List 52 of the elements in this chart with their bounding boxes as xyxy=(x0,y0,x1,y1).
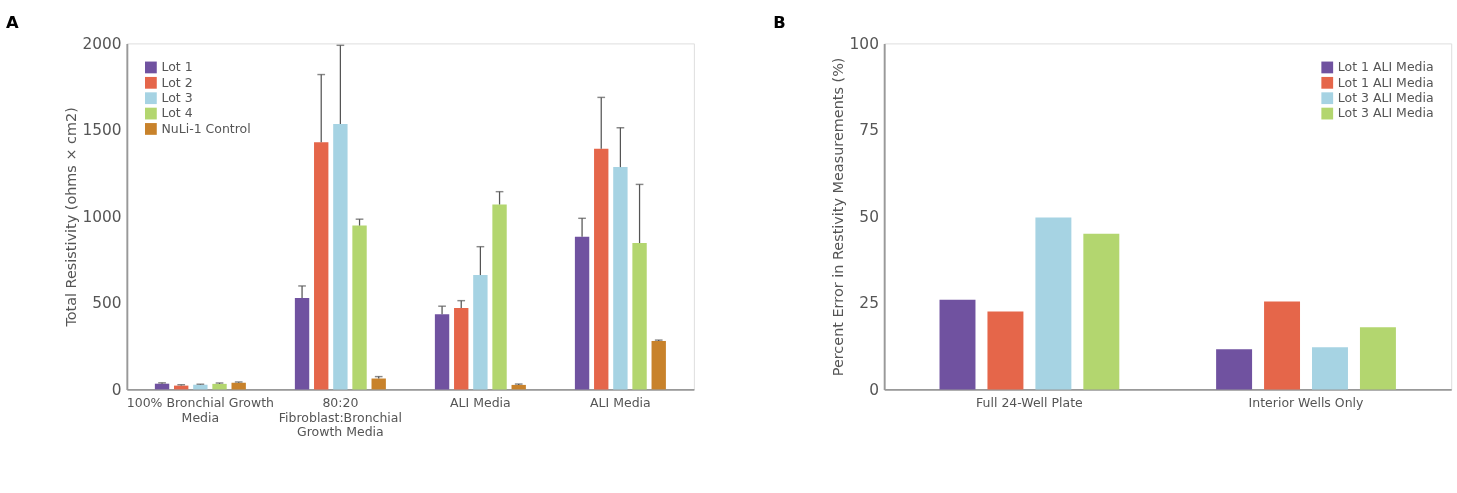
legend-label: Lot 3 ALI Media xyxy=(1337,105,1434,121)
chart-title: A xyxy=(6,13,20,33)
y-tick-label: 50 xyxy=(859,207,879,226)
y-tick-label: 25 xyxy=(859,294,879,313)
legend-label: Lot 3 ALI Media xyxy=(1337,90,1434,106)
y-tick-label: 500 xyxy=(92,294,122,313)
bar xyxy=(1359,327,1396,390)
x-tick-label: 80:20 Fibroblast:Bronchial Growth Media xyxy=(278,395,402,440)
bar xyxy=(193,384,208,390)
y-axis-title: Total Resistivity (ohms × cm2) xyxy=(62,107,79,328)
legend-label: Lot 3 xyxy=(161,90,193,106)
bar xyxy=(492,204,507,390)
bar xyxy=(1216,349,1253,390)
bar xyxy=(574,236,590,390)
bar xyxy=(434,314,450,390)
bar xyxy=(613,167,628,390)
bar xyxy=(212,383,227,390)
bar xyxy=(1083,233,1120,390)
bar xyxy=(987,311,1024,390)
y-tick-label: 1500 xyxy=(82,121,122,140)
x-tick-label: Interior Wells Only xyxy=(1248,395,1365,411)
bar xyxy=(594,148,609,390)
legend-label: Lot 1 xyxy=(161,59,193,75)
bar xyxy=(1035,217,1072,390)
y-tick-label: 0 xyxy=(111,380,122,399)
y-tick-label: 1000 xyxy=(82,207,122,226)
y-tick-label: 2000 xyxy=(82,34,122,53)
x-tick-label: ALI Media xyxy=(590,395,651,411)
bar xyxy=(939,299,976,390)
bar xyxy=(1264,301,1301,390)
x-tick-label: ALI Media xyxy=(450,395,511,411)
bar xyxy=(333,124,348,390)
bar xyxy=(1312,347,1348,390)
y-tick-label: 100 xyxy=(849,34,879,53)
bar xyxy=(314,142,329,390)
chart-title: B xyxy=(773,13,786,33)
bar xyxy=(454,307,469,390)
bar xyxy=(632,243,647,390)
bar xyxy=(294,297,310,390)
legend-label: Lot 2 xyxy=(161,74,193,90)
legend-label: Lot 1 ALI Media xyxy=(1337,74,1434,90)
legend-label: NuLi-1 Control xyxy=(161,120,251,136)
x-tick-label: Full 24-Well Plate xyxy=(976,395,1084,411)
x-tick-label: 100% Bronchial Growth Media xyxy=(126,395,274,425)
legend-label: Lot 1 ALI Media xyxy=(1337,59,1434,75)
y-tick-label: 0 xyxy=(869,380,879,399)
y-tick-label: 75 xyxy=(859,121,879,140)
legend-label: Lot 4 xyxy=(161,105,193,121)
y-axis-title: Percent Error in Restivity Measurements (%) xyxy=(829,57,846,377)
bar xyxy=(473,275,488,390)
bar xyxy=(352,225,367,390)
bar xyxy=(651,340,666,390)
